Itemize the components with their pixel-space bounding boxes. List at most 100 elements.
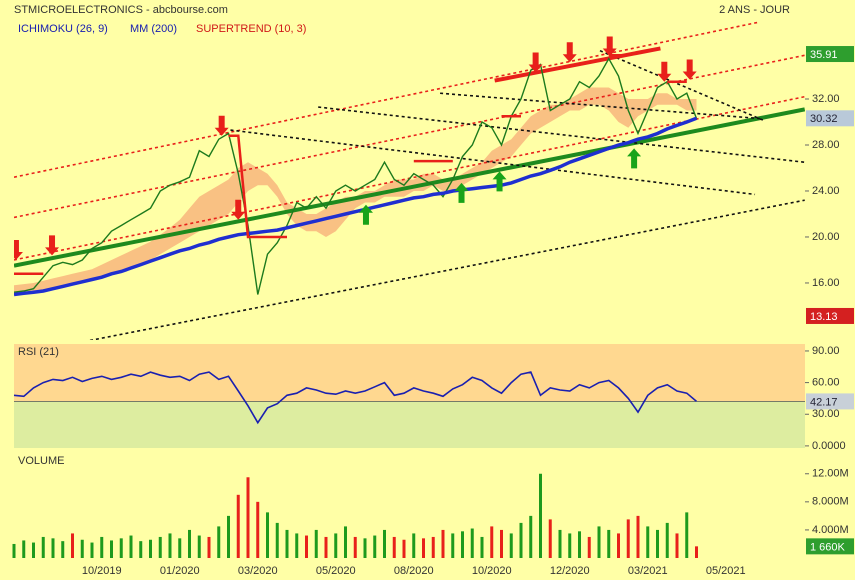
y-tick-label: 12.00M — [812, 468, 849, 480]
volume-bar — [256, 501, 260, 558]
volume-bar — [363, 538, 367, 558]
volume-title: VOLUME — [18, 455, 64, 467]
volume-bar — [22, 540, 26, 558]
legend-mm: MM (200) — [130, 23, 177, 35]
signal-arrow — [657, 61, 672, 82]
volume-bar — [61, 541, 65, 558]
volume-bar — [529, 515, 533, 558]
volume-bar — [422, 538, 425, 558]
volume-bar — [675, 533, 679, 558]
volume-bar — [480, 536, 484, 558]
volume-bar — [353, 536, 357, 558]
volume-bar — [519, 522, 523, 558]
signal-arrow — [562, 42, 577, 63]
signal-arrow — [492, 171, 507, 192]
x-tick-label: 01/2020 — [160, 565, 200, 577]
legend-ichimoku: ICHIMOKU (26, 9) — [18, 23, 108, 35]
volume-bar — [197, 535, 201, 558]
volume-bar — [110, 540, 113, 558]
volume-bar — [158, 536, 162, 558]
volume-bar — [168, 533, 172, 558]
y-tick-label: 8.000M — [812, 496, 849, 508]
price-plot — [14, 21, 805, 340]
x-tick-label: 03/2021 — [628, 565, 668, 577]
volume-bar — [373, 535, 377, 558]
trendline — [230, 129, 756, 196]
signal-arrow — [602, 36, 617, 57]
y-tick-label: 24.00 — [812, 185, 840, 197]
volume-bar — [626, 519, 630, 558]
y-tick-label: 60.00 — [812, 377, 840, 389]
x-tick-label: 08/2020 — [394, 565, 434, 577]
volume-bar — [665, 522, 669, 558]
volume-bar — [646, 526, 650, 558]
y-tick-label: 16.00 — [812, 277, 840, 289]
ichimoku-cloud — [14, 87, 697, 295]
volume-bar — [461, 531, 464, 558]
volume-bar — [71, 533, 74, 558]
volume-bar — [139, 541, 143, 558]
volume-bar — [558, 529, 562, 558]
volume-bar — [32, 542, 35, 558]
y-tick-label: 28.00 — [812, 139, 840, 151]
value-badge-label: 35.91 — [810, 49, 838, 61]
signal-arrow — [358, 204, 373, 225]
volume-bar — [295, 533, 299, 558]
volume-bar — [129, 535, 133, 558]
volume-bar — [392, 536, 396, 558]
value-badge — [806, 538, 854, 555]
signal-arrow — [231, 199, 246, 220]
trendline — [494, 46, 661, 83]
y-tick-label: 4.000M — [812, 524, 849, 536]
volume-bar — [90, 542, 94, 558]
x-tick-label: 05/2021 — [706, 565, 746, 577]
moving-average-line — [14, 116, 698, 297]
volume-bar — [100, 536, 104, 558]
volume-bar — [207, 536, 211, 558]
volume-bar — [412, 533, 416, 558]
volume-bar — [509, 533, 513, 558]
signal-arrow — [45, 235, 60, 256]
volume-bar — [51, 538, 55, 558]
volume-bar — [80, 539, 84, 558]
volume-bar — [451, 533, 455, 558]
rsi-title: RSI (21) — [18, 346, 59, 358]
value-badge-label: 1 660K — [810, 541, 846, 553]
rsi-line — [13, 371, 698, 425]
supertrend-line — [14, 54, 687, 276]
value-badge — [806, 110, 854, 127]
volume-bar — [431, 536, 435, 558]
value-badge — [806, 307, 854, 324]
volume-bar — [383, 529, 386, 558]
signal-arrow — [627, 148, 642, 169]
volume-bar — [578, 531, 581, 558]
volume-bar — [227, 515, 230, 558]
volume-bar — [285, 529, 289, 558]
trendline — [14, 107, 805, 268]
volume-bar — [188, 529, 191, 558]
trendline — [89, 199, 805, 340]
signal-arrow — [454, 182, 469, 203]
volume-bar — [344, 526, 347, 558]
legend-supertrend: SUPERTREND (10, 3) — [196, 23, 306, 35]
y-tick-label: 30.00 — [812, 408, 840, 420]
rsi-upper-band — [14, 344, 805, 402]
y-tick-label: 32.00 — [812, 93, 840, 105]
volume-bar — [149, 539, 152, 558]
trendline — [318, 106, 805, 164]
volume-bar — [441, 529, 445, 558]
price-line — [14, 57, 698, 295]
volume-bar — [305, 535, 308, 558]
volume-bar — [539, 473, 542, 558]
volume-bar — [607, 529, 611, 558]
signal-arrow — [528, 52, 543, 73]
volume-bar — [41, 536, 45, 558]
period-label: 2 ANS - JOUR — [719, 4, 790, 16]
volume-bar — [685, 512, 689, 558]
volume-bar — [266, 512, 269, 558]
value-badge-label: 13.13 — [810, 311, 838, 323]
volume-bar — [617, 533, 620, 558]
value-badge-label: 30.32 — [810, 113, 838, 125]
volume-bar — [500, 529, 503, 558]
